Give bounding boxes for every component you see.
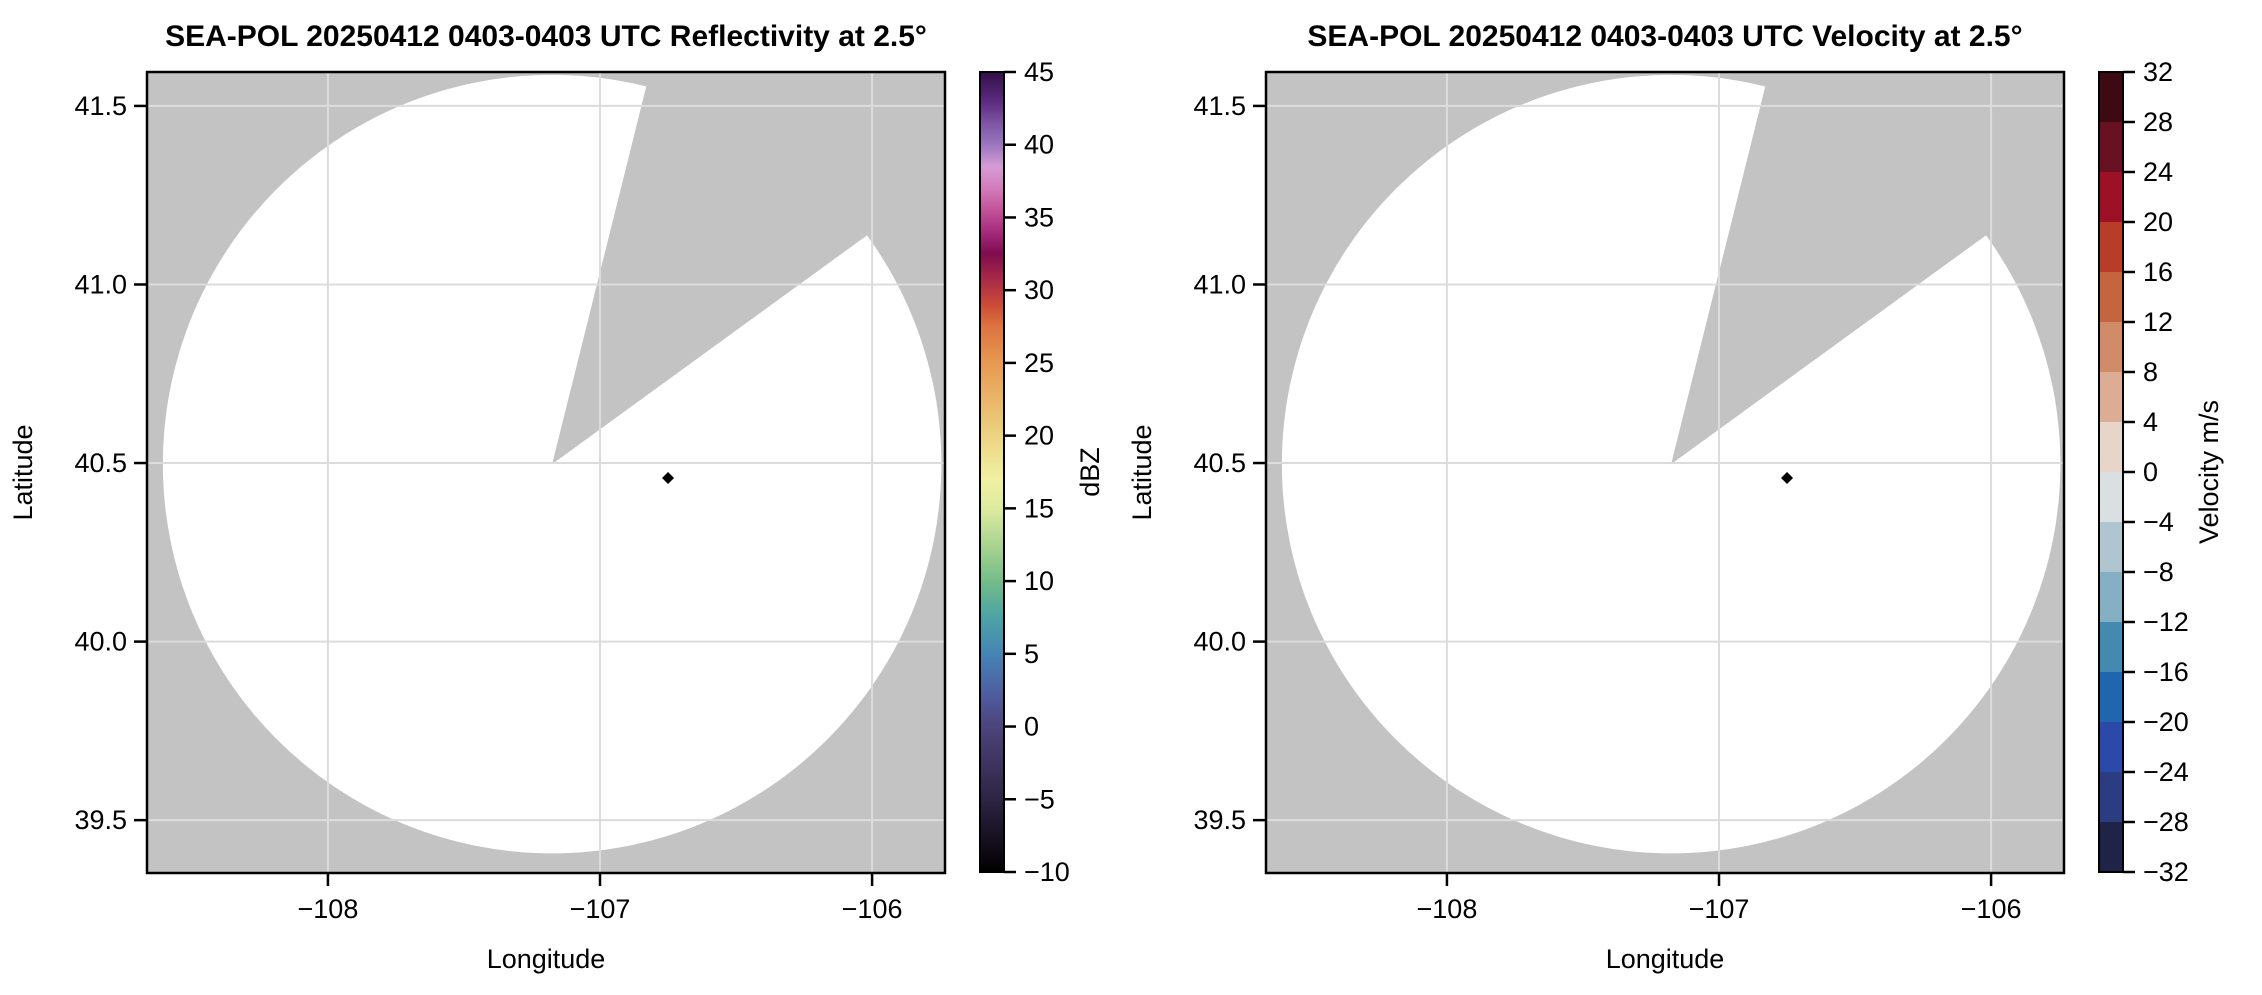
colorbar-tick-label: 15: [1024, 493, 1054, 523]
y-tick-label: 39.5: [1193, 805, 1246, 835]
colorbar-tick-label: −8: [2143, 557, 2174, 587]
colorbar-segment: [2099, 272, 2123, 323]
axes-frame: [145, 70, 947, 875]
colorbar-tick-label: 30: [1024, 275, 1054, 305]
colorbar-tick-label: 24: [2143, 157, 2173, 187]
colorbar-tick-label: −5: [1024, 784, 1055, 814]
x-axis-label: Longitude: [1606, 944, 1725, 974]
colorbar-segment: [2099, 672, 2123, 723]
x-tick-label: −106: [842, 894, 903, 924]
velocity-colorbar: 32 28 24 20 16 12 8 4 0 −4 −8 −12 −16 −20 −24 −28 −32 Vel…: [2098, 57, 2224, 887]
x-tick-label: −106: [1961, 894, 2022, 924]
colorbar-tick-label: 20: [2143, 207, 2173, 237]
colorbar-gradient: [980, 72, 1004, 872]
colorbar-tick-label: −28: [2143, 807, 2189, 837]
y-tick-label: 41.0: [74, 269, 127, 299]
x-tick-label: −108: [1417, 894, 1478, 924]
colorbar-segment: [2099, 322, 2123, 373]
panel-title: SEA-POL 20250412 0403-0403 UTC Reflectiv…: [165, 20, 927, 53]
y-tick-label: 41.5: [1193, 91, 1246, 121]
y-tick-label: 40.0: [74, 627, 127, 657]
colorbar-segment: [2099, 222, 2123, 273]
colorbar-tick-label: −4: [2143, 507, 2174, 537]
colorbar-segment: [2099, 772, 2123, 823]
colorbar-tick-label: −24: [2143, 757, 2189, 787]
x-axis-label: Longitude: [487, 944, 606, 974]
y-tick-label: 41.5: [74, 91, 127, 121]
colorbar-segment: [2099, 422, 2123, 473]
y-tick-label: 40.0: [1193, 627, 1246, 657]
colorbar-tick-label: 20: [1024, 421, 1054, 451]
colorbar-tick-label: 5: [1024, 639, 1039, 669]
colorbar-tick-label: −32: [2143, 857, 2189, 887]
colorbar-unit-label: Velocity m/s: [2194, 400, 2224, 544]
colorbar-tick-label: 0: [1024, 712, 1039, 742]
reflectivity-panel: −108 −107 −106 41.5 41.0 40.5 40.0 39.5 SEA-POL …: [8, 20, 1105, 974]
colorbar-tick-label: −12: [2143, 607, 2189, 637]
y-tick-label: 40.5: [74, 448, 127, 478]
colorbar-tick-label: 45: [1024, 57, 1054, 87]
colorbar-segment: [2099, 822, 2123, 873]
colorbar-frame: [979, 71, 1005, 873]
colorbar-segment: [2099, 722, 2123, 773]
y-tick-label: 39.5: [74, 805, 127, 835]
colorbar-tick-label: −20: [2143, 707, 2189, 737]
velocity-panel: −108 −107 −106 41.5 41.0 40.5 40.0 39.5 SEA-POL …: [1127, 20, 2224, 974]
colorbar-tick-label: 28: [2143, 107, 2173, 137]
colorbar-tick-label: 35: [1024, 202, 1054, 232]
colorbar-tick-label: −10: [1024, 857, 1070, 887]
y-axis-label: Latitude: [8, 424, 38, 520]
x-tick-label: −107: [570, 894, 631, 924]
missing-data-wedge: [552, 72, 945, 465]
panel-title: SEA-POL 20250412 0403-0403 UTC Velocity …: [1307, 20, 2022, 53]
y-tick-label: 41.0: [1193, 269, 1246, 299]
colorbar-tick-label: 8: [2143, 357, 2158, 387]
x-tick-label: −107: [1689, 894, 1750, 924]
colorbar-tick-label: 12: [2143, 307, 2173, 337]
reflectivity-colorbar: 45 40 35 30 25 20 15 10 5 0 −5 −10 dBZ: [979, 57, 1105, 887]
colorbar-segment: [2099, 622, 2123, 673]
colorbar-segment: [2099, 472, 2123, 523]
colorbar-tick-label: 10: [1024, 566, 1054, 596]
colorbar-unit-label: dBZ: [1075, 447, 1105, 497]
missing-data-wedge: [1671, 72, 2064, 465]
data-point-marker: [662, 472, 675, 485]
colorbar-segment: [2099, 122, 2123, 173]
colorbar-tick-label: −16: [2143, 657, 2189, 687]
colorbar-segment: [2099, 572, 2123, 623]
colorbar-tick-label: 32: [2143, 57, 2173, 87]
colorbar-segment: [2099, 72, 2123, 123]
colorbar-segment: [2099, 372, 2123, 423]
colorbar-segment: [2099, 172, 2123, 223]
colorbar-tick-label: 16: [2143, 257, 2173, 287]
x-tick-label: −108: [298, 894, 359, 924]
colorbar-segment: [2099, 522, 2123, 573]
colorbar-tick-label: 0: [2143, 457, 2158, 487]
data-point-marker: [1781, 472, 1794, 485]
colorbar-tick-label: 40: [1024, 130, 1054, 160]
y-tick-label: 40.5: [1193, 448, 1246, 478]
axes-frame: [1264, 70, 2066, 875]
y-axis-label: Latitude: [1127, 424, 1157, 520]
colorbar-tick-label: 4: [2143, 407, 2158, 437]
colorbar-tick-label: 25: [1024, 348, 1054, 378]
